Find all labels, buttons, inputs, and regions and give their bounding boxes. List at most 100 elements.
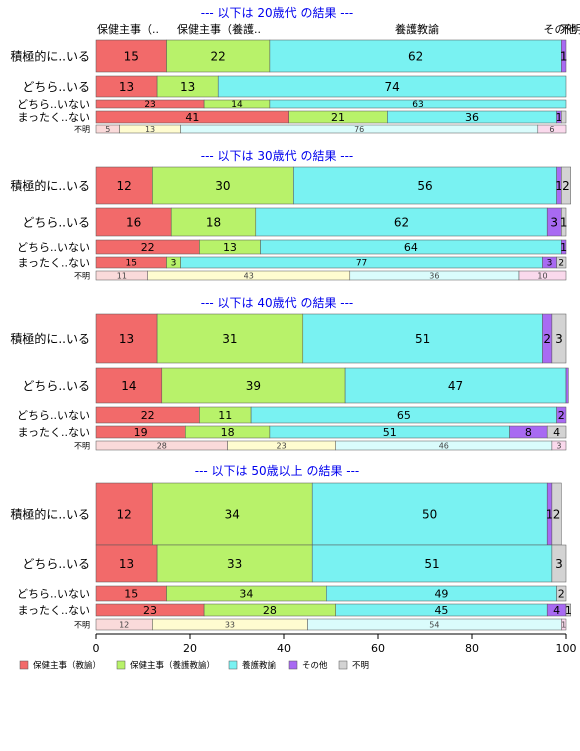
bar-value-label: 4 [553, 426, 560, 439]
bar-segment [556, 585, 567, 602]
bar-value-label: 22 [141, 241, 155, 254]
bar-value-label: 30 [215, 179, 230, 193]
legend-swatch [116, 660, 126, 670]
bar-segment [95, 544, 158, 583]
bar-segment [556, 256, 567, 269]
bar-value-label: 3 [550, 215, 558, 229]
bar-value-label: 28 [157, 441, 167, 450]
panel-title: --- 以下は 20歳代 の結果 --- [201, 6, 354, 20]
bar-value-label: 1 [555, 179, 563, 193]
bar-value-label: 15 [126, 259, 137, 269]
bar-value-label: 36 [465, 111, 479, 124]
bar-value-label: 3 [556, 441, 561, 450]
column-header-label: 養護教諭 [395, 22, 439, 36]
panel-title: --- 以下は 40歳代 の結果 --- [201, 296, 354, 310]
bar-value-label: 54 [429, 620, 439, 629]
bar-value-label: 12 [119, 620, 129, 629]
bar-value-label: 11 [117, 271, 127, 280]
x-axis-tick-label: 80 [465, 642, 479, 655]
x-axis-tick-label: 40 [277, 642, 291, 655]
x-axis-tick-label: 60 [371, 642, 385, 655]
bar-value-label: 13 [119, 80, 134, 94]
bar-value-label: 62 [394, 215, 409, 229]
row-label: まったく..ない [17, 256, 90, 269]
bar-value-label: 2 [553, 507, 561, 521]
panel-title: --- 以下は 30歳代 の結果 --- [201, 149, 354, 163]
bar-segment [161, 367, 346, 404]
bar-value-label: 21 [331, 111, 345, 124]
row-label: どちら..いない [17, 409, 90, 422]
x-axis-tick-label: 0 [93, 642, 100, 655]
bar-value-label: 16 [126, 215, 141, 229]
row-label: まったく..ない [17, 426, 90, 439]
bar-value-label: 49 [434, 587, 448, 600]
bar-segment [152, 166, 294, 205]
bar-value-label: 12 [117, 507, 132, 521]
bar-value-label: 33 [225, 620, 235, 629]
bar-value-label: 2 [558, 409, 565, 422]
bar-value-label: 18 [206, 215, 221, 229]
bar-value-label: 1 [565, 604, 572, 617]
row-label: 積極的に..いる [10, 178, 90, 193]
bar-value-label: 64 [404, 241, 418, 254]
bar-value-label: 50 [422, 507, 437, 521]
bar-value-label: 33 [227, 557, 242, 571]
bar-segment [561, 618, 567, 631]
bar-segment [269, 99, 567, 109]
row-label: 積極的に..いる [10, 506, 90, 521]
bar-value-label: 18 [221, 426, 235, 439]
bar-value-label: 51 [424, 557, 439, 571]
bar-value-label: 10 [537, 271, 547, 280]
row-label: 不明 [74, 441, 90, 450]
bar-value-label: 19 [134, 426, 148, 439]
bar-value-label: 6 [549, 125, 554, 134]
row-label: どちら..いない [17, 241, 90, 254]
bar-value-label: 1 [560, 241, 567, 254]
bar-value-label: 13 [145, 125, 155, 134]
row-label: どちら..いる [22, 379, 90, 393]
bar-value-label: 23 [277, 441, 287, 450]
bar-value-label: 13 [119, 332, 134, 346]
bar-value-label: 15 [124, 49, 139, 63]
bar-segment [537, 124, 567, 134]
row-label: 不明 [74, 620, 90, 629]
bar-value-label: 31 [222, 332, 237, 346]
bar-segment [518, 270, 567, 281]
legend-swatch [228, 660, 238, 670]
row-label: 不明 [74, 271, 90, 280]
bar-value-label: 13 [180, 80, 195, 94]
bar-value-label: 3 [555, 557, 563, 571]
bar-value-label: 15 [124, 587, 138, 600]
bar-value-label: 45 [434, 604, 448, 617]
bar-value-label: 23 [144, 100, 155, 110]
row-label: どちら..いない [17, 98, 90, 111]
legend-label: 不明 [352, 661, 369, 671]
bar-value-label: 23 [143, 604, 157, 617]
bar-value-label: 1 [546, 507, 554, 521]
legend-label: 保健主事（養護教諭） [130, 660, 215, 671]
row-label: どちら..いる [22, 215, 90, 229]
bar-value-label: 46 [439, 441, 449, 450]
bar-value-label: 11 [218, 409, 232, 422]
bar-segment [156, 313, 304, 364]
row-label: 不明 [74, 125, 90, 134]
bar-value-label: 2 [562, 179, 570, 193]
bar-segment [561, 110, 567, 124]
bar-segment [152, 482, 313, 546]
bar-segment [565, 603, 571, 617]
bar-segment [302, 313, 543, 364]
bar-value-label: 3 [171, 259, 177, 269]
bar-segment [561, 239, 567, 255]
bar-segment [170, 207, 257, 237]
legend-label: 保健主事（教諭） [33, 660, 101, 671]
bar-value-label: 74 [384, 80, 399, 94]
bar-value-label: 41 [185, 111, 199, 124]
row-label: どちら..いる [22, 557, 90, 571]
bar-value-label: 14 [231, 100, 243, 110]
column-header-label: 不明 [560, 23, 580, 36]
bar-value-label: 5 [105, 125, 110, 134]
bar-segment [95, 313, 158, 364]
bar-value-label: 1 [555, 111, 562, 124]
